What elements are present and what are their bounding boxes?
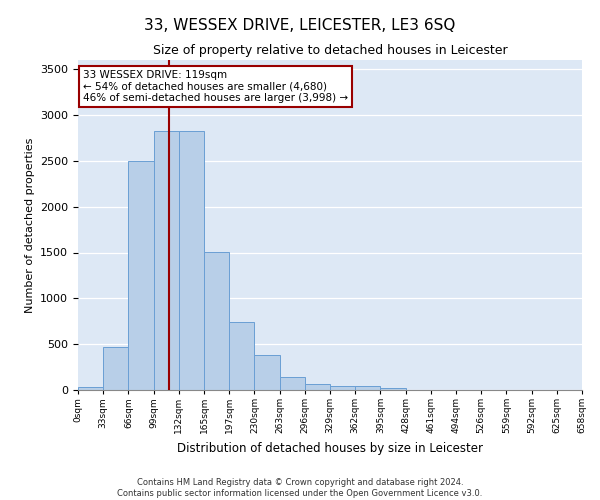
Text: 33, WESSEX DRIVE, LEICESTER, LE3 6SQ: 33, WESSEX DRIVE, LEICESTER, LE3 6SQ	[145, 18, 455, 32]
Bar	[103, 347, 128, 390]
Y-axis label: Number of detached properties: Number of detached properties	[25, 138, 35, 312]
Title: Size of property relative to detached houses in Leicester: Size of property relative to detached ho…	[152, 44, 508, 58]
Bar	[355, 386, 380, 390]
Bar	[128, 161, 154, 390]
Bar	[330, 386, 355, 390]
Bar	[204, 252, 229, 390]
Bar	[305, 384, 330, 390]
Bar	[229, 322, 254, 390]
Bar	[78, 387, 103, 390]
Bar	[254, 355, 280, 390]
X-axis label: Distribution of detached houses by size in Leicester: Distribution of detached houses by size …	[177, 442, 483, 454]
Bar	[154, 130, 179, 390]
Bar	[380, 388, 406, 390]
Text: 33 WESSEX DRIVE: 119sqm
← 54% of detached houses are smaller (4,680)
46% of semi: 33 WESSEX DRIVE: 119sqm ← 54% of detache…	[83, 70, 348, 103]
Bar	[280, 376, 305, 390]
Bar	[179, 130, 204, 390]
Text: Contains HM Land Registry data © Crown copyright and database right 2024.
Contai: Contains HM Land Registry data © Crown c…	[118, 478, 482, 498]
